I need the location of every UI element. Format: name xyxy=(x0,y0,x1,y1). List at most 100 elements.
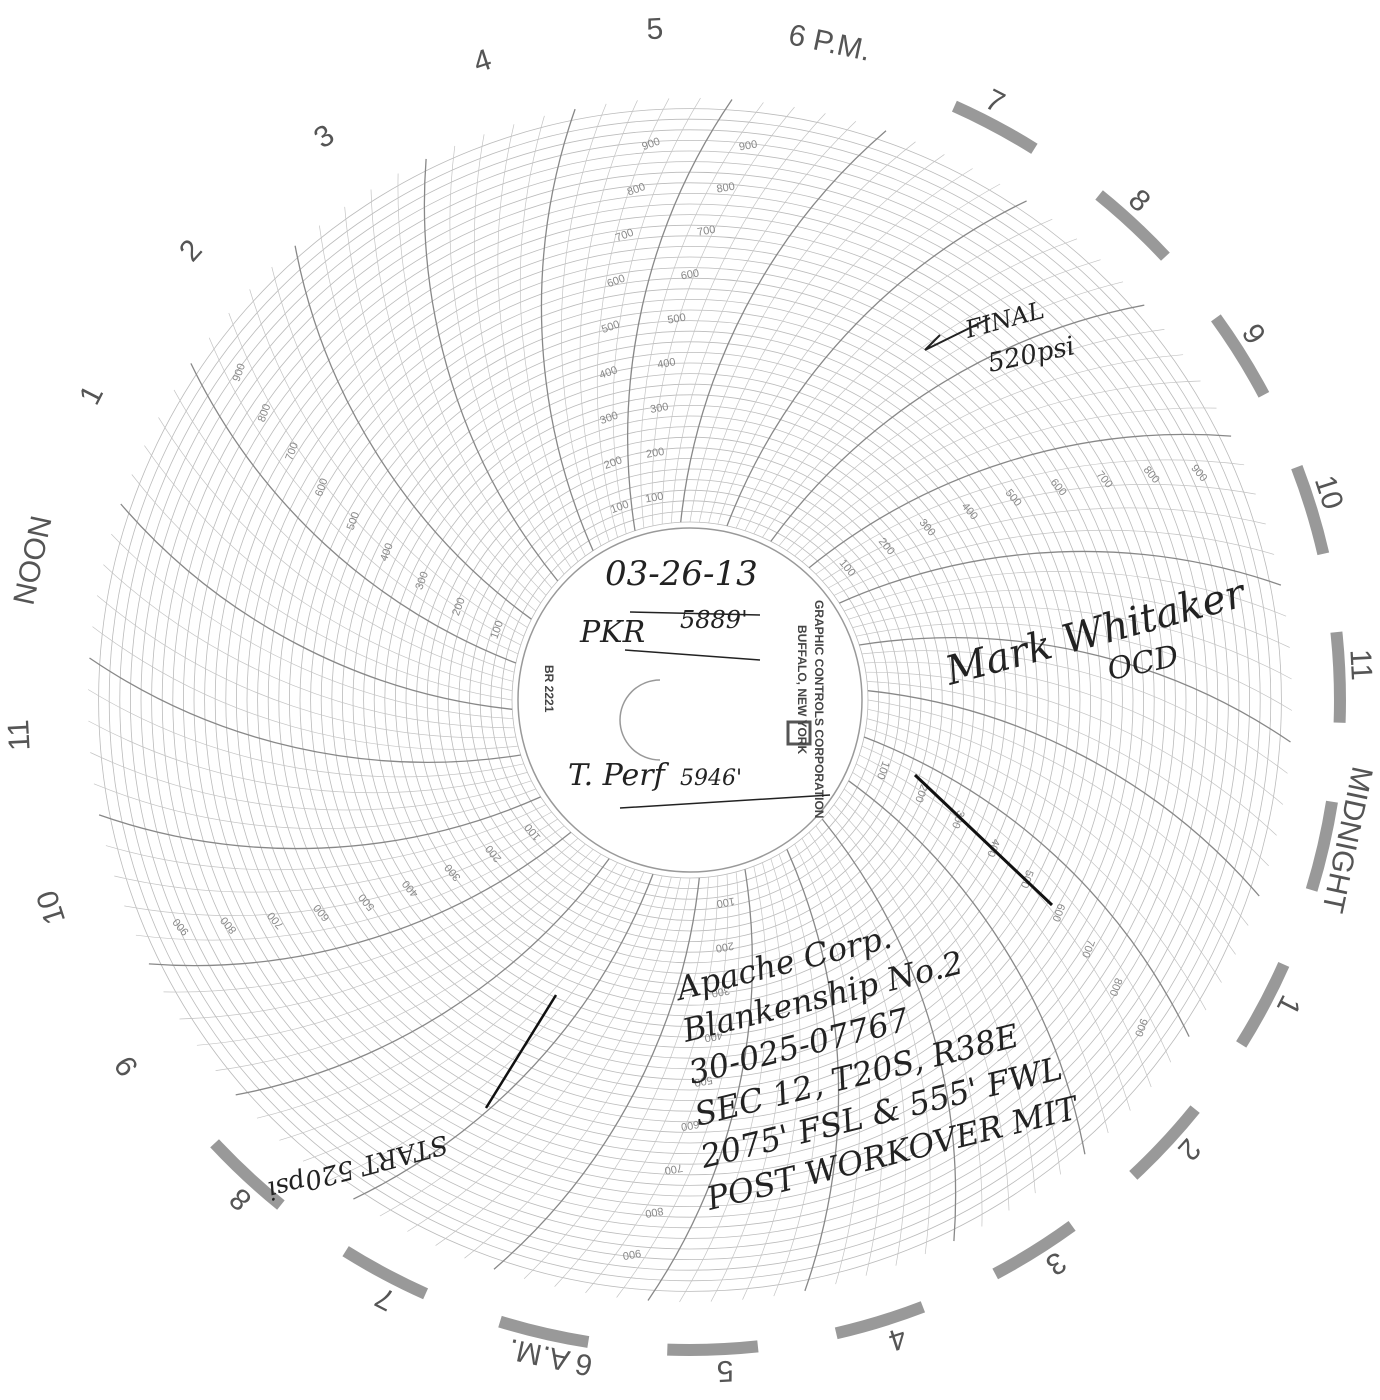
time-line xyxy=(540,108,594,551)
hour-label: 5 xyxy=(646,12,664,46)
grid-circle xyxy=(416,426,964,974)
time-line xyxy=(131,474,513,701)
grid-circle xyxy=(373,383,1007,1017)
grid xyxy=(87,97,1293,1303)
time-line xyxy=(294,245,532,620)
time-line xyxy=(778,329,1165,547)
time-line xyxy=(744,238,1078,531)
hour-label: 11 xyxy=(1343,648,1378,681)
ring-dash xyxy=(1291,464,1330,556)
time-line xyxy=(627,99,733,531)
grid-circle xyxy=(214,224,1166,1176)
scale-label: 500 xyxy=(667,312,687,327)
time-line xyxy=(92,626,519,750)
packer-depth: 5889' xyxy=(680,606,748,634)
time-line xyxy=(833,529,1275,596)
grid-circle xyxy=(426,436,954,964)
scale-label: 400 xyxy=(703,1029,723,1044)
scale-label: 800 xyxy=(716,181,736,196)
grid-circle xyxy=(437,447,943,953)
scale-label: 900 xyxy=(1132,1017,1150,1038)
time-line xyxy=(839,796,1036,1194)
ring-dash xyxy=(667,1340,759,1356)
packer-label: PKR xyxy=(579,615,645,650)
time-line xyxy=(861,745,1172,1063)
ring-dash xyxy=(992,1221,1076,1280)
hour-label: 5 xyxy=(716,1354,734,1388)
time-line xyxy=(839,550,1282,604)
scale-label: 900 xyxy=(738,139,758,154)
time-line xyxy=(867,690,1260,897)
grid-circle xyxy=(278,288,1102,1112)
outer-ring xyxy=(210,100,1346,1356)
time-line xyxy=(859,754,1152,1088)
time-line xyxy=(786,849,840,1292)
scale-label: 800 xyxy=(1107,976,1125,997)
time-line xyxy=(554,875,719,1287)
time-line xyxy=(173,389,515,673)
time-line xyxy=(435,877,682,1246)
scale-label: 900 xyxy=(231,362,249,383)
time-line xyxy=(144,445,513,692)
time-line xyxy=(808,832,906,1266)
center-hole xyxy=(517,527,863,873)
time-line xyxy=(647,869,753,1301)
time-line xyxy=(679,866,768,1303)
time-line xyxy=(863,736,1190,1037)
scale-label: 500 xyxy=(600,318,621,336)
time-line xyxy=(865,727,1207,1011)
time-line xyxy=(585,874,729,1294)
grid-circle xyxy=(235,245,1145,1155)
center-mark xyxy=(619,679,661,761)
time-line xyxy=(148,831,572,967)
time-line xyxy=(302,869,636,1162)
scale-label: 700 xyxy=(614,227,635,245)
time-line xyxy=(423,158,559,582)
scale-label: 700 xyxy=(1079,938,1097,959)
scale-label: 700 xyxy=(283,441,301,462)
grid-circle xyxy=(172,182,1208,1218)
scale-label: 200 xyxy=(645,446,665,461)
time-line xyxy=(867,708,1236,955)
time-line xyxy=(680,130,887,523)
scale-label: 600 xyxy=(1049,902,1067,923)
time-line xyxy=(158,417,514,682)
time-line xyxy=(815,459,1245,575)
form-number: BR 2221 xyxy=(542,665,556,713)
pen-trace xyxy=(484,994,558,1109)
time-line xyxy=(105,804,547,871)
time-line xyxy=(661,113,826,525)
time-line xyxy=(519,115,586,557)
scale-label: 800 xyxy=(626,181,647,199)
grid-circle xyxy=(193,203,1187,1197)
time-line xyxy=(523,876,709,1279)
time-line xyxy=(111,533,514,719)
scale-label: 300 xyxy=(413,570,431,591)
grid-circle xyxy=(204,214,1176,1186)
date: 03-26-13 xyxy=(605,554,758,594)
time-line xyxy=(844,571,1287,617)
time-line xyxy=(196,849,594,1046)
time-line xyxy=(370,189,547,596)
grid-circle xyxy=(479,489,901,911)
grid-circle xyxy=(394,404,986,996)
time-line xyxy=(821,818,957,1242)
time-line xyxy=(856,622,1293,711)
grid-circle xyxy=(151,161,1229,1239)
time-line xyxy=(828,507,1266,589)
time-line xyxy=(822,484,1256,582)
grid-circle xyxy=(320,330,1060,1070)
time-line xyxy=(228,312,521,646)
ring-dash xyxy=(1305,800,1338,892)
perf-depth: 5946' xyxy=(680,766,742,791)
time-line xyxy=(865,671,1277,836)
time-line xyxy=(96,595,516,739)
check-mark xyxy=(924,317,991,351)
time-line xyxy=(344,206,541,604)
time-line xyxy=(856,763,1131,1111)
scale-label: 100 xyxy=(489,619,507,640)
time-line xyxy=(794,380,1201,557)
time-line xyxy=(859,637,1291,743)
time-line xyxy=(93,783,536,829)
grid-circle xyxy=(352,362,1028,1038)
